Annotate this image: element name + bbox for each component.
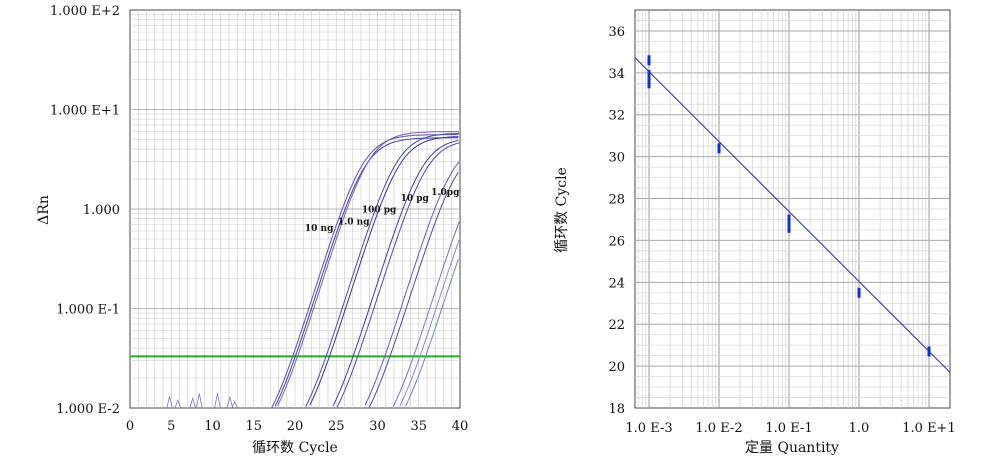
standard-curve-plot: 1.0 E-3 1.0 E-2 1.0 E-1 1.0 1.0 E+1 18 20 22 24… [554,9,956,456]
curve-label: 100 pg [362,206,397,216]
std-point [647,69,651,80]
std-point [647,55,651,66]
noise-spike [231,401,239,409]
amp-curve [332,140,459,407]
amp-x-tick: 5 [167,419,175,434]
curve-label: 10 ng [305,224,334,234]
std-fit-line [635,56,950,373]
std-points [647,55,931,357]
std-y-tick: 28 [608,193,625,208]
curve-label: 1.0 ng [338,217,370,227]
amp-curve [405,258,459,407]
std-x-tick: 1.0 [849,421,870,436]
std-x-tick: 1.0 E-2 [695,421,742,436]
noise-spike [226,396,234,409]
amp-y-axis-title: ΔRn [36,195,52,225]
amp-curve [392,221,460,407]
std-point [787,214,791,225]
std-grid [635,10,950,408]
std-y-tick: 18 [608,402,625,417]
amp-x-tick: 0 [126,419,134,434]
std-x-tick: 1.0 E-3 [625,421,672,436]
std-x-tick: 1.0 E-1 [765,421,812,436]
std-point [857,287,861,298]
amp-x-tick: 40 [452,419,469,434]
amp-y-tick: 1.000 [83,203,120,218]
noise-spike [174,398,182,409]
amp-x-tick: 30 [369,419,386,434]
std-x-axis-title: 定量 Quantity [745,440,839,456]
amp-x-axis-title: 循环数 Cycle [252,440,338,456]
regression-line [635,56,950,373]
amp-x-tick-labels: 0 5 10 15 20 25 30 35 40 [126,419,468,434]
std-y-tick: 24 [608,276,625,291]
amp-curve [309,136,459,406]
std-y-tick: 32 [608,109,625,124]
amp-x-tick: 35 [410,419,427,434]
noise-spike [214,393,221,409]
std-y-tick: 36 [608,25,625,40]
std-y-tick: 34 [608,67,625,82]
amp-curve [399,239,460,407]
amp-curve [368,172,459,408]
amp-curve [271,134,459,408]
amp-curve [277,131,460,406]
amp-y-tick-labels: 1.000 E-2 1.000 E-1 1.000 1.000 E+1 1.000 E+… [50,4,120,417]
amp-curve [305,132,460,407]
amp-y-tick: 1.000 E+1 [50,104,120,119]
std-y-tick: 22 [608,318,625,333]
amp-curve [336,142,460,408]
amp-y-tick: 1.000 E+2 [50,4,120,19]
noise-spike [166,396,173,409]
std-y-tick: 20 [608,360,625,375]
amp-curve [364,161,460,406]
std-y-axis-title: 循环数 Cycle [554,167,570,253]
std-point [787,222,791,233]
curve-label: 10 pg [401,194,430,204]
std-y-tick: 30 [608,151,625,166]
std-x-tick: 1.0 E+1 [902,421,955,436]
amp-x-tick: 10 [204,419,221,434]
std-x-tick-labels: 1.0 E-3 1.0 E-2 1.0 E-1 1.0 1.0 E+1 [625,421,955,436]
curve-label: 1.0pg [431,188,460,198]
std-y-tick: 26 [608,234,625,249]
amp-curves [271,131,460,408]
std-point [927,346,931,357]
amp-y-tick: 1.000 E-1 [56,303,120,318]
std-point [647,78,651,89]
amp-grid [130,10,460,408]
amp-x-tick: 25 [328,419,345,434]
noise-spike [189,396,196,409]
amp-x-tick: 15 [245,419,262,434]
amp-x-tick: 20 [287,419,304,434]
amp-y-tick: 1.000 E-2 [56,402,120,417]
noise-spike [196,393,203,409]
std-point [717,143,721,154]
amp-baseline-noise [166,393,239,409]
std-y-tick-labels: 18 20 22 24 26 28 30 32 34 36 [608,25,625,417]
